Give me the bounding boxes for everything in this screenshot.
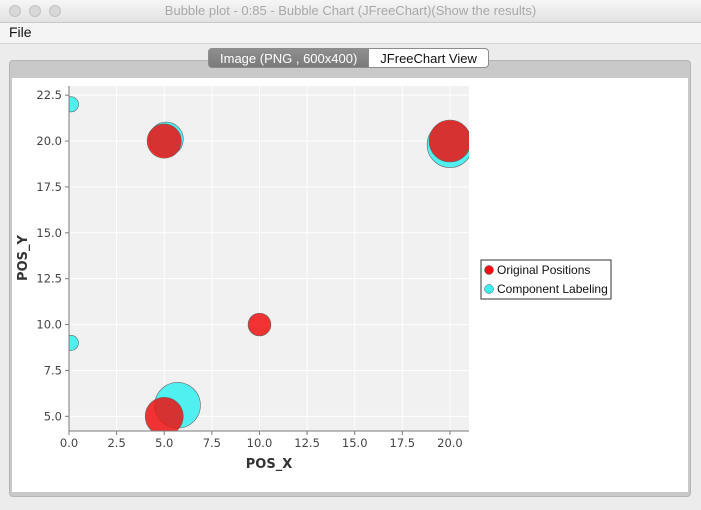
x-tick-label: 15.0 xyxy=(342,436,368,450)
plot-area xyxy=(69,86,469,431)
x-tick-label: 2.5 xyxy=(107,436,125,450)
x-axis-label: POS_X xyxy=(246,457,292,472)
legend-swatch-component-labeling xyxy=(484,284,494,294)
x-tick-label: 5.0 xyxy=(155,436,173,450)
legend-swatch-original-positions xyxy=(484,265,494,275)
tab-jfreechart-view[interactable]: JFreeChart View xyxy=(369,48,489,68)
bubble-original-positions xyxy=(247,312,272,337)
x-tick-label: 17.5 xyxy=(390,436,416,450)
bubble-original-positions xyxy=(146,123,182,159)
tab-image-png[interactable]: Image (PNG , 600x400) xyxy=(208,48,370,68)
y-tick-label: 20.0 xyxy=(36,134,62,148)
x-tick-label: 12.5 xyxy=(294,436,320,450)
tab-bar: Image (PNG , 600x400) JFreeChart View xyxy=(208,48,489,68)
y-axis-label: POS_Y xyxy=(16,234,31,280)
minimize-window-icon[interactable] xyxy=(29,5,41,17)
close-window-icon[interactable] xyxy=(9,5,21,17)
y-axis-ticks: 5.0 7.5 10.0 12.5 15.0 17.5 20.0 22.5 xyxy=(36,88,69,423)
y-tick-label: 10.0 xyxy=(36,318,62,332)
x-tick-label: 0.0 xyxy=(60,436,78,450)
y-tick-label: 7.5 xyxy=(44,363,62,377)
zoom-window-icon[interactable] xyxy=(49,5,61,17)
bubbles xyxy=(69,96,469,431)
y-tick-label: 17.5 xyxy=(36,180,62,194)
x-axis-ticks: 0.0 2.5 5.0 7.5 10.0 12.5 15.0 17.5 20.0 xyxy=(60,431,463,450)
y-tick-label: 5.0 xyxy=(44,409,62,423)
bubble-original-positions xyxy=(428,119,469,163)
x-tick-label: 20.0 xyxy=(437,436,463,450)
menu-bar: File xyxy=(0,23,701,44)
legend-label-component-labeling: Component Labeling xyxy=(497,282,608,296)
y-tick-label: 22.5 xyxy=(36,88,62,102)
x-tick-label: 10.0 xyxy=(247,436,273,450)
legend-label-original-positions: Original Positions xyxy=(497,263,590,277)
x-tick-label: 7.5 xyxy=(203,436,221,450)
y-tick-label: 12.5 xyxy=(36,272,62,286)
legend: Original Positions Component Labeling xyxy=(480,259,612,300)
bubble-component-labeling xyxy=(69,334,79,351)
y-tick-label: 15.0 xyxy=(36,226,62,240)
title-bar: Bubble plot - 0:85 - Bubble Chart (JFree… xyxy=(0,0,701,23)
bubble-component-labeling xyxy=(69,96,79,113)
legend-box xyxy=(480,259,612,300)
bubble-original-positions xyxy=(144,396,184,431)
menu-file[interactable]: File xyxy=(9,24,32,40)
window-title: Bubble plot - 0:85 - Bubble Chart (JFree… xyxy=(164,3,537,18)
